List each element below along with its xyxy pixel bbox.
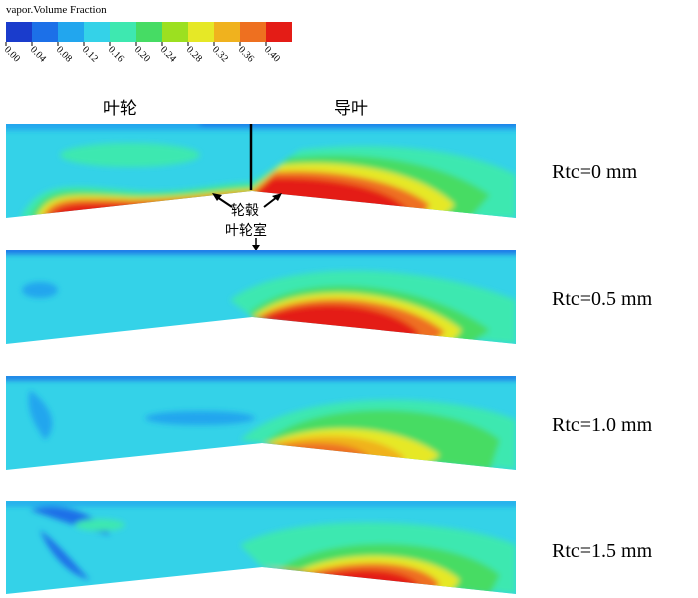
legend-swatch: [58, 22, 84, 42]
legend-swatch: [84, 22, 110, 42]
guide-vane-label: 导叶: [334, 99, 368, 119]
arrow-right-icon: [263, 193, 282, 208]
legend-tick-label: 0.04: [28, 44, 48, 64]
legend-swatch: [188, 22, 214, 42]
legend-tick-label: 0.00: [2, 44, 22, 64]
legend-tick-label: 0.24: [158, 44, 178, 64]
shroud-label: 叶轮室: [225, 222, 267, 239]
legend-tick-label: 0.36: [236, 44, 256, 64]
legend-tick-label: 0.32: [210, 44, 230, 64]
panel-caption: Rtc=1.0 mm: [552, 414, 653, 436]
panel-caption: Rtc=0.5 mm: [552, 288, 653, 310]
legend-swatch: [110, 22, 136, 42]
legend-swatch: [214, 22, 240, 42]
impeller-label: 叶轮: [103, 99, 137, 119]
legend-tick-label: 0.28: [184, 44, 204, 64]
legend-swatch: [266, 22, 292, 42]
legend-tick-label: 0.20: [132, 44, 152, 64]
legend-title: vapor.Volume Fraction: [6, 4, 107, 16]
arrow-down-icon: [252, 238, 260, 251]
legend-swatch: [32, 22, 58, 42]
contour-panel-rtc-1-5: Rtc=1.5 mm: [6, 501, 653, 594]
contour-panel-rtc-0: Rtc=0 mm: [6, 124, 638, 218]
panel-caption: Rtc=0 mm: [552, 161, 638, 183]
legend-tick-label: 0.40: [262, 44, 282, 64]
legend-swatch: [6, 22, 32, 42]
legend-ticks: 0.00 0.04 0.08 0.12 0.16 0.20 0.24 0.28 0.32 0.36…: [2, 42, 282, 64]
legend-swatch: [136, 22, 162, 42]
panel-caption: Rtc=1.5 mm: [552, 540, 653, 562]
legend-tick-label: 0.12: [80, 44, 100, 64]
contour-panel-rtc-1-0: Rtc=1.0 mm: [6, 376, 653, 470]
legend-tick-label: 0.08: [54, 44, 74, 64]
colorbar-legend: vapor.Volume Fraction 0.00 0.04 0.08 0.12 0.…: [2, 4, 292, 64]
legend-swatch: [162, 22, 188, 42]
hub-label: 轮毂: [231, 203, 259, 219]
legend-tick-label: 0.16: [106, 44, 126, 64]
legend-swatches: [6, 22, 292, 42]
legend-swatch: [240, 22, 266, 42]
arrow-left-icon: [212, 193, 233, 208]
contour-panel-rtc-0-5: Rtc=0.5 mm: [6, 250, 653, 344]
hub-shroud-annotation: 轮毂 叶轮室: [212, 193, 282, 251]
